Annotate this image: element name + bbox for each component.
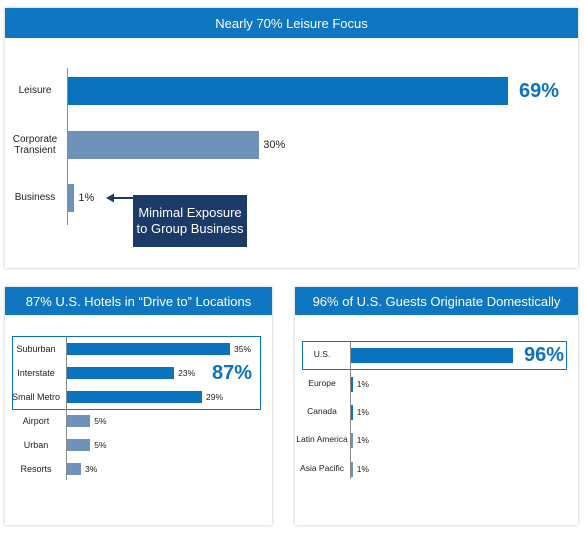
annotation-arrow [106,193,133,203]
value-label: 3% [84,464,98,474]
bar [351,404,353,420]
value-label: 5% [94,416,107,426]
value-label: 1% [356,407,369,417]
bar [67,439,91,451]
bar [68,131,260,159]
category-label: Europe [308,378,336,389]
bar [351,347,513,363]
value-label: 96% [524,343,565,366]
category-label: Resorts [20,463,52,474]
category-label: Suburban [16,343,56,354]
value-label: 29% [206,392,224,402]
bar [351,432,353,448]
category-label: Latin America [296,434,348,445]
bar [67,391,203,403]
category-label: Airport [22,415,50,426]
value-label: 5% [94,440,107,450]
bar [67,343,230,355]
arrow-head [106,193,114,203]
chart-panel: 96% of U.S. Guests Originate Domesticall… [295,287,578,525]
category-label: Interstate [17,367,55,378]
chart-panel: 87% U.S. Hotels in “Drive to” Locations 8… [5,287,272,525]
annotation-box: Minimal Exposure to Group Business [133,195,247,247]
value-label: 1% [356,379,369,389]
category-label: Urban [23,439,49,450]
highlight-box [12,336,261,410]
value-label: 69% [519,79,560,102]
value-label: 35% [234,344,252,354]
bar [67,367,175,379]
chart-title: Nearly 70% Leisure Focus [5,8,578,38]
value-label: 1% [78,192,95,204]
axis-line [66,337,67,480]
bar [67,463,81,475]
bar [67,415,91,427]
chart-title: 96% of U.S. Guests Originate Domesticall… [295,287,578,315]
value-label: 1% [356,435,369,445]
value-label: 23% [178,368,196,378]
category-label: Small Metro [11,391,60,402]
category-label: Leisure [18,85,52,97]
value-label: 30% [263,139,286,151]
chart-panel: Nearly 70% Leisure Focus Leisure 69% Corpor… [5,8,578,268]
axis-line [350,342,351,479]
bar [68,184,75,212]
axis-line [67,68,68,225]
category-label: Canada [307,406,337,417]
category-label: Asia Pacific [300,463,344,474]
highlight-label: 87% [212,361,253,384]
value-label: 1% [356,464,369,474]
category-label: Business [14,192,56,204]
bar [351,461,353,477]
category-label: Corporate Transient [12,133,58,157]
chart-title: 87% U.S. Hotels in “Drive to” Locations [5,287,272,315]
bar [351,376,353,392]
highlight-box [302,340,567,370]
category-label: U.S. [313,349,331,360]
bar [68,77,508,105]
